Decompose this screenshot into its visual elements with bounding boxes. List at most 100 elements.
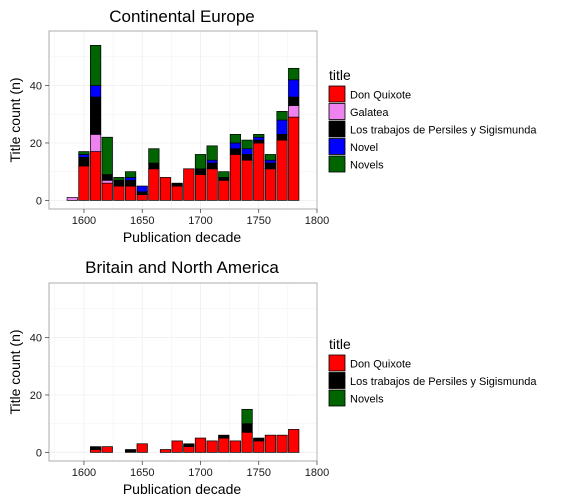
bar-novels-1620 xyxy=(101,136,113,175)
bar-don-quixote-1620 xyxy=(101,446,113,453)
bar-novel-1780 xyxy=(288,79,300,98)
y-tick-label: 0 xyxy=(36,195,42,207)
x-tick-label: 1650 xyxy=(130,215,154,227)
bar-los-trabajos-de-persiles-y-sigismunda-1640 xyxy=(124,449,137,453)
bar-don-quixote-1760 xyxy=(264,168,276,201)
bar-novels-1630 xyxy=(113,177,125,181)
bar-los-trabajos-de-persiles-y-sigismunda-1740 xyxy=(241,154,253,161)
x-tick-label: 1700 xyxy=(188,467,212,479)
y-axis: 0 20 40 xyxy=(30,81,49,207)
plot-area xyxy=(48,30,318,210)
legend-swatch-los-trabajos-de-persiles-y-sigismunda xyxy=(328,372,346,389)
bar-novels-1660 xyxy=(148,148,160,164)
legend-label-novels: Novels xyxy=(350,160,384,172)
bar-don-quixote-1650 xyxy=(136,194,148,201)
bar-galatea-1780 xyxy=(288,105,300,118)
plot-area xyxy=(48,282,318,462)
bar-los-trabajos-de-persiles-y-sigismunda-1610 xyxy=(90,96,102,135)
bar-los-trabajos-de-persiles-y-sigismunda-1620 xyxy=(101,174,113,181)
legend-swatch-don-quixote xyxy=(328,354,346,372)
bar-don-quixote-1720 xyxy=(218,437,230,453)
x-tick-label: 1800 xyxy=(305,215,329,227)
bar-novels-1610 xyxy=(90,45,102,86)
x-axis-label: Publication decade xyxy=(123,229,242,245)
bar-don-quixote-1760 xyxy=(264,434,276,453)
x-tick-label: 1650 xyxy=(130,467,154,479)
y-axis-label: Title count (n) xyxy=(7,77,23,162)
bar-novel-1730 xyxy=(229,142,242,150)
bar-don-quixote-1670 xyxy=(159,177,172,201)
x-axis: 1600 1650 1700 1750 1800 xyxy=(72,209,329,227)
bar-los-trabajos-de-persiles-y-sigismunda-1640 xyxy=(124,179,137,187)
legend-label-don-quixote: Don Quixote xyxy=(350,359,411,371)
bar-novel-1600 xyxy=(78,154,90,158)
bar-don-quixote-1640 xyxy=(124,185,137,201)
bar-don-quixote-1680 xyxy=(171,440,183,453)
bar-los-trabajos-de-persiles-y-sigismunda-1740 xyxy=(241,423,253,433)
legend-title: title xyxy=(329,336,351,352)
gridlines xyxy=(49,283,318,461)
bar-don-quixote-1630 xyxy=(113,185,125,201)
bar-los-trabajos-de-persiles-y-sigismunda-1660 xyxy=(148,162,160,170)
bar-los-trabajos-de-persiles-y-sigismunda-1720 xyxy=(218,177,230,181)
bar-los-trabajos-de-persiles-y-sigismunda-1700 xyxy=(194,168,207,175)
panel-britain-and-north-america: Britain and North America 1600 1650 1700 17… xyxy=(7,258,537,497)
bar-novels-1740 xyxy=(241,139,253,150)
bar-novels-1780 xyxy=(288,67,300,81)
bar-novels-1710 xyxy=(206,145,218,161)
y-tick-label: 0 xyxy=(36,447,42,459)
bar-don-quixote-1610 xyxy=(90,151,102,201)
bar-galatea-1610 xyxy=(90,134,102,152)
y-axis-label: Title count (n) xyxy=(7,329,23,414)
bar-novel-1650 xyxy=(136,185,148,193)
bar-don-quixote-1650 xyxy=(136,443,148,453)
legend-label-novels: Novels xyxy=(350,394,384,406)
x-axis: 1600 1650 1700 1750 1800 xyxy=(72,461,329,479)
bar-don-quixote-1740 xyxy=(241,431,253,453)
legend-title: title xyxy=(329,67,351,83)
legend-swatch-galatea xyxy=(328,103,346,120)
bar-los-trabajos-de-persiles-y-sigismunda-1610 xyxy=(90,446,102,450)
legend-items: Don Quixote Galatea Los trabajos de Persil… xyxy=(328,85,537,173)
bar-galatea-1590 xyxy=(66,197,78,201)
plot-background xyxy=(48,282,318,462)
bars xyxy=(66,45,300,201)
legend-items: Don Quixote Los trabajos de Persiles y Si… xyxy=(328,354,537,407)
x-tick-label: 1750 xyxy=(246,215,270,227)
bar-novels-1760 xyxy=(264,154,276,161)
bar-don-quixote-1660 xyxy=(148,168,160,201)
x-tick-label: 1700 xyxy=(188,215,212,227)
bar-los-trabajos-de-persiles-y-sigismunda-1630 xyxy=(113,179,125,187)
y-tick-label: 20 xyxy=(30,138,42,150)
bars xyxy=(90,408,300,453)
bar-don-quixote-1670 xyxy=(159,449,172,453)
legend: title Don Quixote Galatea Los trabajos de … xyxy=(328,67,537,173)
y-tick-label: 20 xyxy=(30,390,42,402)
x-tick-label: 1750 xyxy=(246,467,270,479)
bar-don-quixote-1690 xyxy=(183,168,195,201)
bar-don-quixote-1740 xyxy=(241,159,253,201)
bar-don-quixote-1750 xyxy=(253,142,265,201)
bar-novels-1640 xyxy=(124,171,137,178)
bar-los-trabajos-de-persiles-y-sigismunda-1600 xyxy=(78,156,90,167)
x-tick-label: 1600 xyxy=(72,467,96,479)
legend-label-novel: Novel xyxy=(350,142,378,154)
bar-los-trabajos-de-persiles-y-sigismunda-1750 xyxy=(253,139,265,144)
bar-don-quixote-1680 xyxy=(171,185,183,201)
bar-don-quixote-1610 xyxy=(90,449,102,453)
legend: title Don Quixote Los trabajos de Persile… xyxy=(328,336,537,407)
bar-don-quixote-1780 xyxy=(288,429,300,453)
legend-label-los-trabajos-de-persiles-y-sigismunda: Los trabajos de Persiles y Sigismunda xyxy=(350,125,537,137)
bar-novels-1730 xyxy=(229,134,242,144)
legend-swatch-don-quixote xyxy=(328,85,346,103)
bar-don-quixote-1720 xyxy=(218,179,230,201)
x-axis-label: Publication decade xyxy=(123,481,242,497)
bar-don-quixote-1700 xyxy=(194,174,207,201)
bar-los-trabajos-de-persiles-y-sigismunda-1770 xyxy=(276,134,288,141)
bar-don-quixote-1700 xyxy=(194,437,207,453)
x-tick-label: 1600 xyxy=(72,215,96,227)
bar-los-trabajos-de-persiles-y-sigismunda-1750 xyxy=(253,437,265,442)
bar-los-trabajos-de-persiles-y-sigismunda-1720 xyxy=(218,434,230,439)
bar-los-trabajos-de-persiles-y-sigismunda-1780 xyxy=(288,96,300,106)
